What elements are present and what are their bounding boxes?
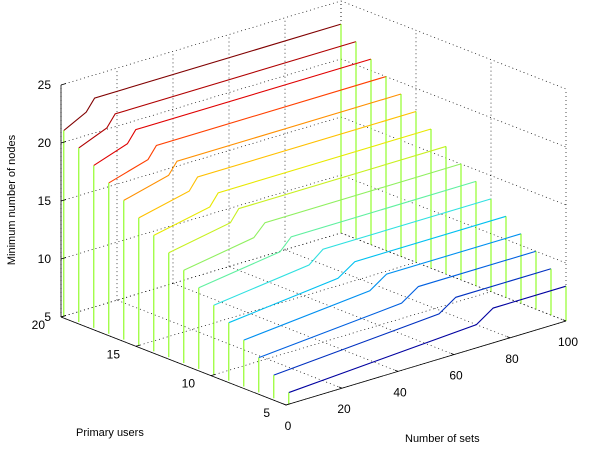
x-tick [562,319,567,322]
series-group [63,23,567,405]
grid-line [340,116,567,206]
y-axis-label: Primary users [76,427,144,439]
grid-line [60,116,342,202]
z-tick [60,83,67,86]
x-axis [285,320,567,406]
y-tick [60,315,66,318]
y-tick [285,403,291,406]
series-line [288,285,567,394]
grid [60,0,567,406]
series-line [108,76,387,184]
z-axis-label: Minimum number of nodes [6,134,18,265]
y-tick-label: 15 [107,347,121,361]
x-tick-label: 100 [558,335,578,349]
series-line [198,180,477,289]
grid-line [210,291,492,376]
series-line [273,268,552,376]
series-line [183,163,462,271]
z-tick [60,199,67,202]
series-line [78,41,357,149]
x-tick [506,336,511,339]
x-tick [450,353,455,355]
x-axis-label: Number of sets [405,433,480,445]
z-tick-label: 25 [38,78,52,92]
grid-line [228,266,455,355]
x-tick-label: 20 [337,402,351,416]
z-tick-label: 20 [38,136,52,150]
grid-line [135,261,417,347]
grid-line [340,174,567,264]
series-line [213,198,492,306]
series-line [138,110,417,219]
z-tick-label: 15 [38,194,52,208]
series-line [168,145,447,254]
grid-line [340,58,567,148]
y-tick-label: 5 [263,406,270,420]
y-tick-label: 20 [32,318,46,332]
grid-line [60,232,342,318]
z-tick [60,141,67,144]
series-line [243,233,522,341]
series-line [228,215,507,324]
series-line [123,93,402,201]
z-tick-label: 5 [44,310,51,324]
z-tick [60,257,67,260]
x-tick-label: 60 [449,369,463,383]
grid-line [284,249,511,339]
x-tick-label: 0 [285,419,292,433]
grid-line [60,0,342,86]
series-line [63,23,342,131]
grid-line [172,283,399,372]
grid-line [60,58,342,144]
series-line [258,250,537,359]
x-tick [338,386,343,389]
tick-labels: 5 10 15 20 25 5 10 15 20 0 20 40 60 80 100 [32,78,579,433]
y-axis [60,316,287,406]
grid-line [60,174,342,260]
x-tick [394,369,399,372]
x-tick [282,403,287,406]
series-line [93,58,372,166]
x-tick-label: 40 [393,385,407,399]
y-tick [210,374,216,377]
series-line [153,128,432,236]
z-tick-label: 10 [38,252,52,266]
axes [60,83,567,406]
y-tick [135,344,141,347]
grid-line [340,232,567,322]
y-tick-label: 10 [182,377,196,391]
grid-line [116,299,343,389]
grid-line [340,0,567,90]
x-tick-label: 80 [505,352,519,366]
